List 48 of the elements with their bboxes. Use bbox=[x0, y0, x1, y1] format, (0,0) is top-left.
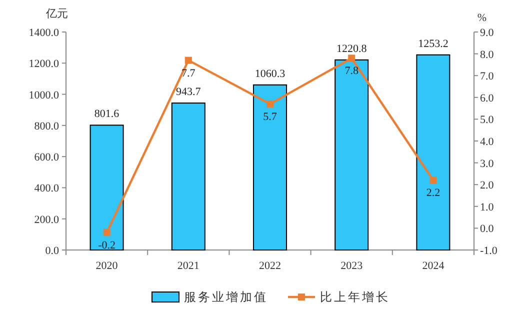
y2-tick-label: 8.0 bbox=[480, 48, 494, 61]
y-tick-label: 1400.0 bbox=[28, 27, 60, 39]
y2-axis-title: % bbox=[477, 12, 487, 24]
x-tick-label: 2023 bbox=[340, 260, 364, 272]
data-label: -0.2 bbox=[98, 240, 116, 252]
y2-tick-label: 3.0 bbox=[480, 158, 494, 170]
data-label: 7.8 bbox=[344, 65, 359, 78]
y2-tick-label: 9.0 bbox=[480, 27, 494, 39]
y-tick-label: 0.0 bbox=[45, 245, 60, 257]
data-label: 7.7 bbox=[182, 67, 196, 80]
bar bbox=[416, 54, 450, 250]
y2-tick-label: 0.0 bbox=[480, 223, 494, 236]
y2-tick-label: 1.0 bbox=[480, 201, 494, 214]
point bbox=[430, 176, 437, 184]
x-tick-label: 2024 bbox=[422, 260, 445, 272]
data-label: 1220.8 bbox=[336, 42, 368, 55]
data-label: 1060.3 bbox=[254, 68, 286, 80]
legend-label: 比上年增长 bbox=[320, 290, 390, 304]
y2-tick-label: 7.0 bbox=[480, 70, 494, 83]
y-axis-title: 亿元 bbox=[45, 8, 68, 20]
point bbox=[184, 56, 192, 64]
data-label: 801.6 bbox=[94, 108, 120, 120]
data-label: 943.7 bbox=[176, 86, 202, 98]
x-tick-label: 2021 bbox=[177, 260, 200, 272]
y2-tick-label: -1.0 bbox=[480, 245, 498, 257]
y-tick-label: 600.0 bbox=[34, 152, 60, 164]
bar bbox=[171, 102, 206, 250]
point bbox=[348, 54, 356, 62]
data-label: 2.2 bbox=[426, 187, 440, 200]
bar bbox=[334, 59, 369, 250]
data-label: 5.7 bbox=[263, 110, 278, 123]
bar bbox=[90, 124, 124, 250]
y2-tick-label: 2.0 bbox=[480, 180, 494, 192]
y-tick-label: 400.0 bbox=[34, 182, 60, 195]
y2-tick-label: 5.0 bbox=[480, 114, 494, 126]
y2-tick-label: 4.0 bbox=[480, 136, 494, 148]
point bbox=[103, 229, 110, 236]
y-tick-label: 200.0 bbox=[34, 214, 60, 226]
legend-label: 服务业增加值 bbox=[184, 290, 268, 304]
y2-tick-label: 6.0 bbox=[480, 92, 494, 104]
point bbox=[266, 100, 274, 108]
y-tick-label: 1200.0 bbox=[28, 58, 60, 70]
x-tick-label: 2020 bbox=[96, 260, 118, 272]
bar bbox=[253, 84, 287, 250]
y-tick-label: 800.0 bbox=[34, 120, 60, 132]
x-tick-label: 2022 bbox=[259, 260, 281, 272]
data-label: 1253.2 bbox=[418, 38, 448, 50]
y-tick-label: 1000.0 bbox=[28, 89, 60, 102]
